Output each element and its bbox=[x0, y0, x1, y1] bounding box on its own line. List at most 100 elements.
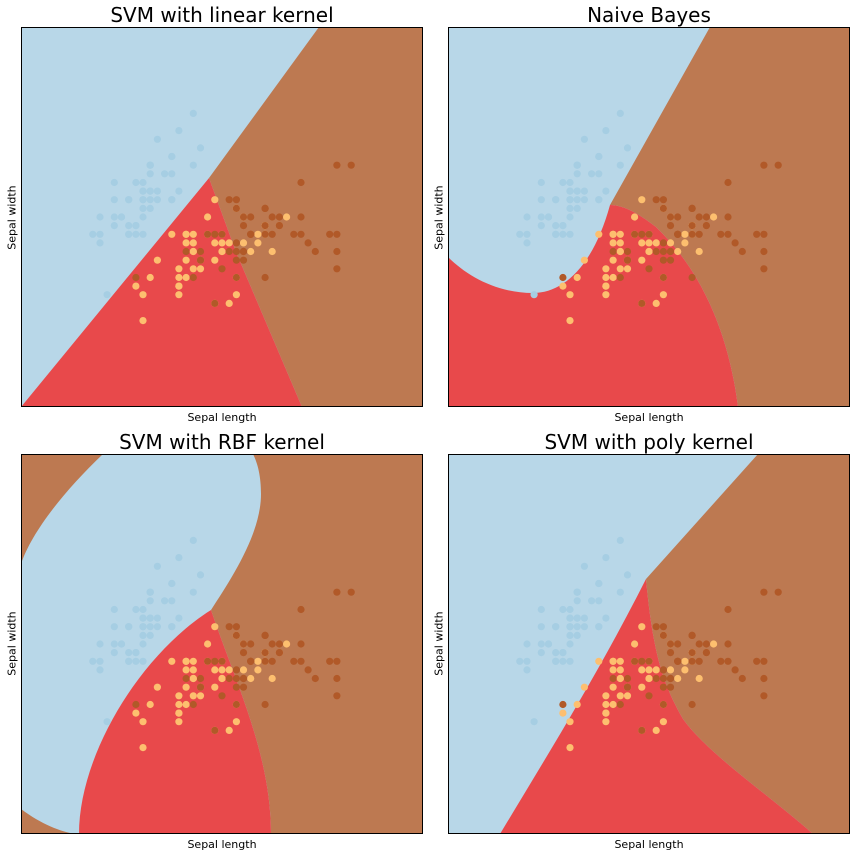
point-setosa bbox=[580, 623, 588, 631]
axes-frame bbox=[448, 454, 850, 834]
point-versicolor bbox=[638, 683, 646, 691]
point-versicolor bbox=[283, 640, 291, 648]
point-virginica bbox=[247, 230, 255, 238]
point-versicolor bbox=[573, 700, 581, 709]
point-virginica bbox=[232, 204, 240, 212]
point-versicolor bbox=[225, 726, 233, 734]
point-setosa bbox=[573, 204, 581, 212]
point-virginica bbox=[333, 230, 341, 238]
point-virginica bbox=[326, 230, 334, 238]
point-versicolor bbox=[189, 657, 197, 665]
point-versicolor bbox=[609, 239, 617, 247]
point-virginica bbox=[724, 230, 732, 238]
point-versicolor bbox=[175, 709, 183, 717]
point-virginica bbox=[609, 674, 617, 683]
point-virginica bbox=[717, 657, 725, 665]
point-versicolor bbox=[211, 623, 219, 631]
point-virginica bbox=[717, 230, 725, 238]
point-versicolor bbox=[196, 265, 205, 273]
point-versicolor bbox=[681, 657, 689, 665]
point-versicolor bbox=[659, 291, 667, 299]
point-virginica bbox=[218, 265, 226, 273]
point-virginica bbox=[333, 588, 341, 596]
point-virginica bbox=[232, 631, 240, 639]
point-versicolor bbox=[710, 213, 718, 221]
point-setosa bbox=[623, 144, 632, 152]
point-versicolor bbox=[645, 239, 653, 247]
point-setosa bbox=[175, 187, 183, 195]
point-virginica bbox=[659, 247, 667, 256]
point-virginica bbox=[638, 230, 646, 238]
point-setosa bbox=[161, 597, 169, 605]
point-setosa bbox=[573, 597, 581, 605]
point-virginica bbox=[652, 247, 660, 256]
point-virginica bbox=[290, 230, 298, 238]
point-setosa bbox=[96, 230, 104, 238]
point-versicolor bbox=[211, 683, 219, 691]
point-versicolor bbox=[638, 239, 646, 247]
point-setosa bbox=[566, 605, 574, 614]
point-versicolor bbox=[218, 674, 226, 683]
point-virginica bbox=[731, 666, 739, 674]
point-virginica bbox=[211, 726, 219, 734]
point-setosa bbox=[552, 196, 560, 204]
point-setosa bbox=[602, 614, 610, 622]
point-setosa bbox=[146, 597, 154, 605]
point-setosa bbox=[559, 222, 567, 230]
point-setosa bbox=[566, 614, 574, 622]
point-virginica bbox=[232, 674, 240, 683]
point-versicolor bbox=[247, 674, 255, 683]
point-virginica bbox=[688, 631, 696, 639]
point-versicolor bbox=[225, 299, 233, 307]
point-virginica bbox=[674, 213, 682, 221]
plot-naive-bayes bbox=[448, 27, 850, 407]
point-virginica bbox=[275, 213, 283, 221]
point-virginica bbox=[333, 265, 341, 273]
point-versicolor bbox=[595, 657, 603, 665]
panel-title-linear: SVM with linear kernel bbox=[110, 3, 334, 27]
point-setosa bbox=[566, 640, 574, 648]
point-versicolor bbox=[247, 247, 255, 256]
point-setosa bbox=[552, 649, 560, 657]
point-virginica bbox=[247, 213, 255, 221]
point-setosa bbox=[602, 554, 610, 562]
point-setosa bbox=[573, 588, 581, 596]
point-setosa bbox=[573, 187, 581, 195]
point-setosa bbox=[523, 640, 531, 648]
point-versicolor bbox=[602, 265, 610, 273]
point-virginica bbox=[724, 605, 732, 614]
point-virginica bbox=[261, 230, 269, 238]
point-setosa bbox=[132, 605, 140, 614]
point-setosa bbox=[537, 222, 545, 230]
point-versicolor bbox=[175, 273, 183, 282]
point-virginica bbox=[659, 623, 667, 631]
point-setosa bbox=[139, 623, 147, 631]
point-versicolor bbox=[139, 744, 147, 752]
point-versicolor bbox=[681, 239, 689, 247]
point-setosa bbox=[168, 597, 176, 605]
point-virginica bbox=[232, 683, 240, 691]
point-virginica bbox=[268, 640, 276, 648]
point-versicolor bbox=[652, 666, 660, 674]
point-virginica bbox=[204, 657, 212, 665]
point-virginica bbox=[674, 230, 682, 238]
point-virginica bbox=[659, 256, 667, 264]
point-virginica bbox=[638, 726, 646, 734]
point-versicolor bbox=[254, 666, 262, 674]
point-setosa bbox=[559, 230, 567, 238]
point-versicolor bbox=[609, 683, 617, 691]
point-versicolor bbox=[146, 700, 154, 709]
point-versicolor bbox=[652, 299, 660, 307]
point-versicolor bbox=[638, 256, 646, 264]
point-versicolor bbox=[616, 265, 624, 273]
point-setosa bbox=[125, 196, 133, 204]
point-virginica bbox=[218, 230, 226, 238]
point-versicolor bbox=[695, 674, 703, 683]
point-setosa bbox=[132, 178, 140, 187]
point-virginica bbox=[261, 631, 269, 639]
point-versicolor bbox=[580, 683, 588, 691]
point-setosa bbox=[175, 614, 183, 622]
point-setosa bbox=[623, 571, 632, 579]
point-setosa bbox=[110, 213, 118, 221]
point-versicolor bbox=[638, 196, 646, 204]
